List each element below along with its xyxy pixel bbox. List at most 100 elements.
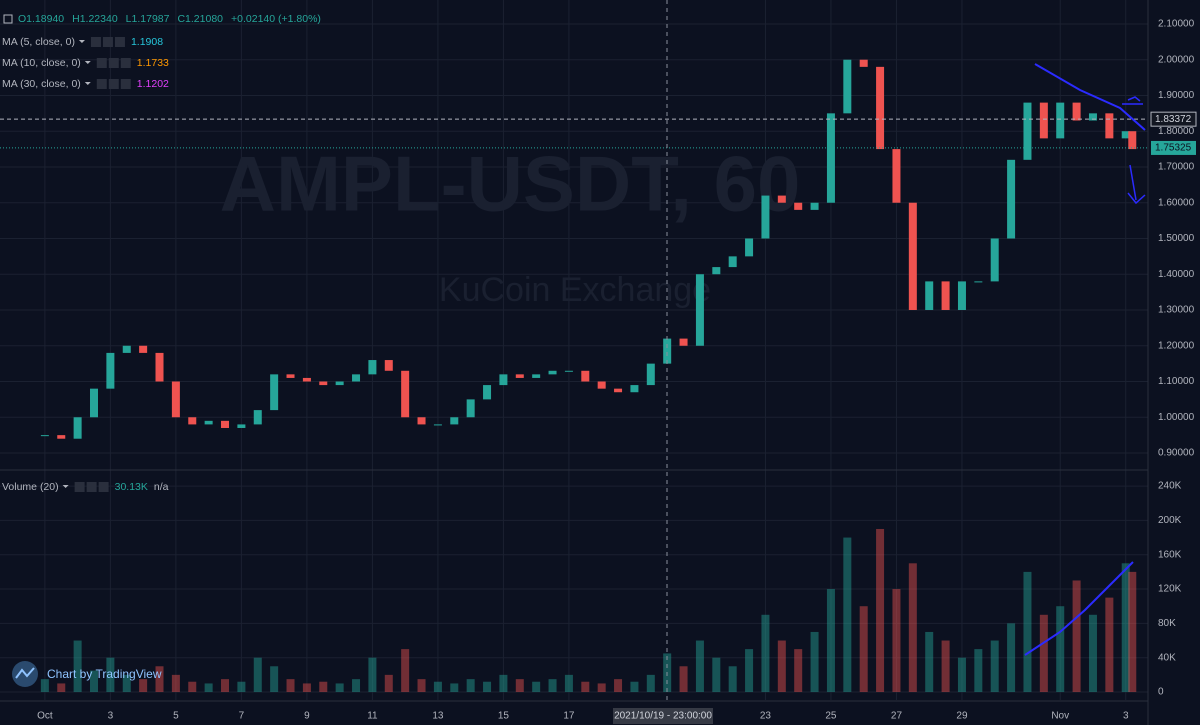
volume-bar <box>1105 597 1114 693</box>
candle <box>810 202 819 210</box>
watermark-symbol: AMPL-USDT, 60 <box>220 140 801 228</box>
indicator-button[interactable] <box>86 482 97 492</box>
collapse-button[interactable] <box>3 14 13 24</box>
indicator-button[interactable] <box>96 79 107 89</box>
volume-bar <box>417 679 426 693</box>
dropdown-arrow <box>62 485 69 488</box>
indicator-button[interactable] <box>98 482 109 492</box>
indicator-name: MA (30, close, 0) <box>2 78 81 90</box>
volume-bar <box>876 528 885 693</box>
candle <box>794 202 803 210</box>
y-tick-label: 0.90000 <box>1158 448 1195 459</box>
candle <box>1128 131 1137 150</box>
candle <box>597 381 606 389</box>
candle <box>253 410 262 425</box>
indicator-button[interactable] <box>90 37 101 47</box>
candle <box>155 352 164 382</box>
volume-tick-label: 80K <box>1158 618 1176 629</box>
candle <box>990 238 999 282</box>
candle <box>712 267 721 275</box>
candle <box>564 370 573 372</box>
volume-bar <box>499 674 508 693</box>
volume-tick-label: 0 <box>1158 687 1164 698</box>
volume-bar <box>57 683 66 693</box>
indicator-button[interactable] <box>96 58 107 68</box>
volume-bar <box>1056 606 1065 693</box>
grid <box>0 0 1148 700</box>
candle <box>548 370 557 375</box>
volume-bar <box>221 679 230 693</box>
volume-bar <box>139 679 148 693</box>
indicator-button[interactable] <box>102 37 113 47</box>
header: O1.18940 H1.22340 L1.17987 C1.21080 +0.02140… <box>2 13 321 493</box>
dropdown-arrow <box>84 61 91 64</box>
candle <box>777 195 786 203</box>
volume-tick-label: 200K <box>1158 515 1182 526</box>
volume-tick-label: 40K <box>1158 652 1176 663</box>
candle <box>90 388 99 418</box>
volume-bar <box>171 674 180 693</box>
candle <box>1023 102 1032 160</box>
crosshair-label: 2021/10/19 - 23:00:00 <box>614 711 712 722</box>
candle <box>843 59 852 114</box>
y-tick-label: 2.10000 <box>1158 19 1195 30</box>
volume-bar <box>286 679 295 693</box>
candle <box>106 352 115 389</box>
candle <box>139 345 148 353</box>
watermark-exchange: KuCoin Exchange <box>439 271 711 309</box>
indicator-button[interactable] <box>108 79 119 89</box>
volume-bar <box>352 679 361 693</box>
ohlc-value: L1.17987 <box>126 13 170 25</box>
y-tick-label: 1.80000 <box>1158 126 1195 137</box>
candle <box>1056 102 1065 139</box>
candle <box>532 374 541 378</box>
candle <box>499 374 508 386</box>
indicator-button[interactable] <box>108 58 119 68</box>
indicator-name: MA (10, close, 0) <box>2 57 81 69</box>
candle <box>515 374 524 378</box>
candle <box>892 149 901 203</box>
candle <box>1088 113 1097 121</box>
x-tick-label: 23 <box>760 711 772 722</box>
candle <box>466 399 475 418</box>
volume-bar <box>40 679 49 693</box>
annotation-mark <box>1122 96 1143 105</box>
indicator-button[interactable] <box>120 58 131 68</box>
indicator-button[interactable] <box>114 37 125 47</box>
volume-bar <box>810 631 819 693</box>
candle <box>302 377 311 382</box>
volume-bar <box>270 666 279 693</box>
volume-bar <box>1007 623 1016 693</box>
y-tick-label: 1.10000 <box>1158 376 1195 387</box>
candle <box>73 417 82 439</box>
indicator-button[interactable] <box>120 79 131 89</box>
candle <box>728 256 737 268</box>
candle <box>663 338 672 364</box>
price-line-label-bg <box>1150 111 1197 127</box>
attribution[interactable]: Chart by TradingView <box>47 667 162 681</box>
volume-extra: n/a <box>154 481 169 493</box>
indicator-button[interactable] <box>74 482 85 492</box>
price-line-label: 1.75325 <box>1155 143 1192 154</box>
volume-bar <box>483 681 492 693</box>
candle <box>319 381 328 386</box>
volume-bar <box>401 649 410 693</box>
volume-bar <box>941 640 950 693</box>
volume-bar <box>548 679 557 693</box>
volume-bar <box>1121 563 1130 693</box>
x-tick-label: 15 <box>498 711 510 722</box>
x-tick-label: 27 <box>891 711 903 722</box>
volume-bar <box>777 640 786 693</box>
volume-bar <box>630 681 639 693</box>
candle <box>1039 102 1048 139</box>
volume-bar <box>73 640 82 693</box>
indicator-name: MA (5, close, 0) <box>2 36 75 48</box>
candle <box>941 281 950 310</box>
indicator-value: 1.1733 <box>137 57 169 69</box>
volume-bar <box>761 614 770 693</box>
y-tick-label: 1.40000 <box>1158 269 1195 280</box>
volume-bar <box>957 657 966 693</box>
candle <box>188 417 197 425</box>
volume-bar <box>745 649 754 693</box>
